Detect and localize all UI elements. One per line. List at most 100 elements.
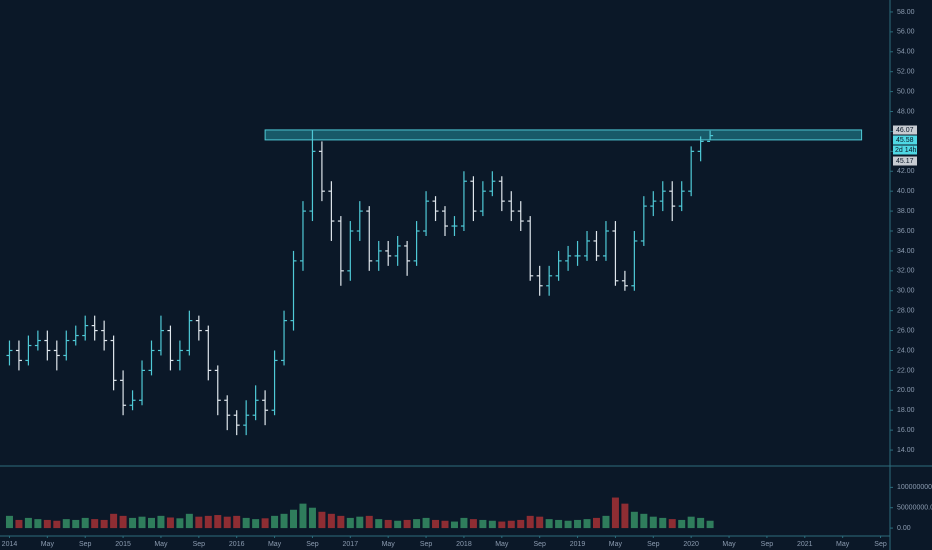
volume-bar — [81, 517, 89, 529]
x-tick-label: May — [609, 541, 623, 548]
y-tick-label: 22.00 — [897, 367, 915, 374]
y-tick-label: 54.00 — [897, 49, 915, 56]
volume-bar — [271, 515, 279, 529]
volume-bar — [602, 515, 610, 529]
volume-bar — [53, 520, 61, 529]
y-tick-label: 30.00 — [897, 288, 915, 295]
volume-bar — [308, 507, 316, 529]
y-tick-label: 32.00 — [897, 268, 915, 275]
volume-bar — [498, 521, 506, 529]
volume-bar — [318, 511, 326, 529]
volume-bar — [706, 520, 714, 529]
volume-bar — [450, 521, 458, 529]
y-tick-label: 20.00 — [897, 387, 915, 394]
volume-bar — [91, 519, 99, 529]
volume-bar — [697, 517, 705, 529]
volume-bar — [507, 520, 515, 529]
volume-bar — [432, 519, 440, 529]
x-tick-label: May — [722, 541, 736, 548]
volume-bar — [592, 517, 600, 529]
y-tick-label: 14.00 — [897, 447, 915, 454]
volume-bar — [24, 517, 32, 529]
y-tick-label: 26.00 — [897, 327, 915, 334]
volume-bar — [72, 519, 80, 529]
volume-bar — [441, 520, 449, 529]
volume-bar — [147, 517, 155, 529]
volume-bar — [157, 515, 165, 529]
volume-bar — [242, 517, 250, 529]
countdown-box — [893, 145, 917, 155]
volume-bar — [384, 519, 392, 529]
x-tick-label: 2017 — [343, 541, 359, 548]
x-tick-label: May — [382, 541, 396, 548]
volume-bar — [365, 515, 373, 529]
volume-bar — [346, 517, 354, 529]
volume-bar — [280, 513, 288, 529]
volume-bar — [166, 517, 174, 529]
x-tick-label: Sep — [761, 541, 774, 548]
volume-bar — [223, 516, 231, 529]
volume-bar — [649, 516, 657, 529]
volume-bar — [261, 518, 269, 529]
x-tick-label: Sep — [874, 541, 887, 548]
volume-bar — [138, 516, 146, 529]
x-tick-label: 2019 — [570, 541, 586, 548]
volume-bar — [621, 503, 629, 529]
volume-bar — [526, 515, 534, 529]
volume-bar — [574, 519, 582, 529]
volume-bar — [422, 517, 430, 529]
volume-bar — [5, 515, 13, 529]
volume-bar — [110, 513, 118, 529]
x-tick-label: 2015 — [115, 541, 131, 548]
y-tick-label: 100000000.00 — [897, 484, 932, 491]
volume-bar — [185, 513, 193, 529]
volume-bar — [176, 518, 184, 529]
volume-bar — [413, 519, 421, 529]
y-tick-label: 16.00 — [897, 427, 915, 434]
x-tick-label: May — [154, 541, 168, 548]
y-tick-label: 50000000.00 — [897, 505, 932, 512]
volume-bar — [214, 515, 222, 529]
last-label: 46.07 — [896, 127, 914, 134]
volume-bar — [630, 511, 638, 529]
y-tick-label: 52.00 — [897, 69, 915, 76]
y-tick-label: 34.00 — [897, 248, 915, 255]
volume-bar — [327, 513, 335, 529]
volume-bar — [62, 519, 70, 529]
volume-bar — [659, 517, 667, 529]
zone — [264, 129, 863, 141]
volume-bar — [583, 519, 591, 529]
volume-bar — [34, 519, 42, 529]
volume-bar — [129, 517, 137, 529]
volume-bar — [460, 517, 468, 529]
volume-bar — [555, 519, 563, 529]
y-tick-label: 40.00 — [897, 188, 915, 195]
volume-bar — [252, 519, 260, 529]
x-tick-label: May — [836, 541, 850, 548]
x-tick-label: Sep — [193, 541, 206, 548]
x-tick-label: 2014 — [2, 541, 18, 548]
last-label-box — [893, 156, 917, 166]
x-tick-label: Sep — [306, 541, 319, 548]
volume-bar — [375, 519, 383, 529]
y-tick-label: 0.00 — [897, 525, 911, 532]
volume-bar — [337, 515, 345, 529]
volume-bar — [488, 520, 496, 529]
volume-bar — [394, 520, 402, 529]
volume-bar — [640, 513, 648, 529]
x-tick-label: May — [495, 541, 509, 548]
volume-bar — [479, 519, 487, 529]
volume-bar — [545, 519, 553, 529]
x-tick-label: 2018 — [456, 541, 472, 548]
volume-bar — [15, 519, 23, 529]
y-tick-label: 56.00 — [897, 29, 915, 36]
x-tick-label: 2016 — [229, 541, 245, 548]
volume-bar — [100, 519, 108, 529]
volume-bar — [469, 519, 477, 529]
volume-bar — [687, 516, 695, 529]
x-tick-label: 2020 — [683, 541, 699, 548]
x-tick-label: Sep — [79, 541, 92, 548]
volume-bar — [119, 515, 127, 529]
